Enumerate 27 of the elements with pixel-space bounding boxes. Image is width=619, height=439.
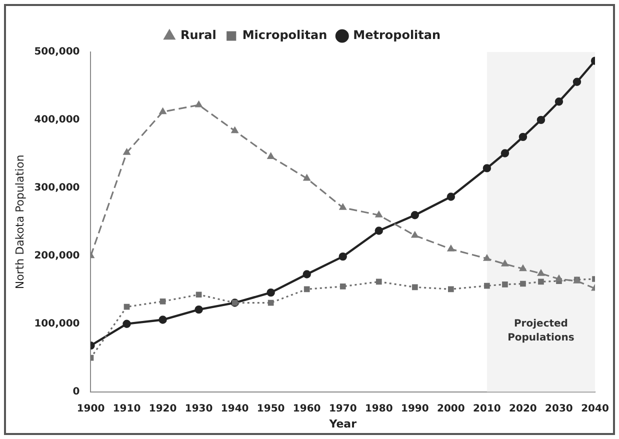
y-tick-label: 300,000 <box>34 182 80 194</box>
x-tick-label: 1940 <box>220 403 249 414</box>
x-tick-label: 1970 <box>328 403 357 414</box>
x-tick-label: 1980 <box>364 403 393 414</box>
y-tick-label: 200,000 <box>34 250 80 262</box>
y-tick-label: 0 <box>72 386 80 398</box>
y-tick-label: 400,000 <box>34 114 80 126</box>
legend-label: Metropolitan <box>353 28 441 42</box>
x-tick-label: 2020 <box>509 403 537 414</box>
band-label: Projected Populations <box>508 318 574 344</box>
legend-label: Micropolitan <box>242 28 328 42</box>
x-axis-title: Year <box>328 417 358 430</box>
legend-label: Rural <box>180 28 216 42</box>
x-tick-label: 2030 <box>545 403 573 414</box>
y-axis-title: North Dakota Population <box>13 154 26 290</box>
y-tick-label: 100,000 <box>34 318 80 330</box>
x-tick-label: 1900 <box>76 403 105 414</box>
x-tick-label: 1920 <box>148 403 177 414</box>
y-tick-label: 500,000 <box>34 46 80 58</box>
x-tick-label: 1930 <box>184 403 213 414</box>
x-tick-label: 1910 <box>112 403 141 414</box>
x-tick-label: 2010 <box>473 403 501 414</box>
x-tick-label: 2040 <box>581 403 609 414</box>
x-tick-label: 1990 <box>400 403 429 414</box>
x-tick-label: 1950 <box>256 403 285 414</box>
x-tick-label: 1960 <box>292 403 321 414</box>
x-tick-label: 2000 <box>437 403 465 414</box>
